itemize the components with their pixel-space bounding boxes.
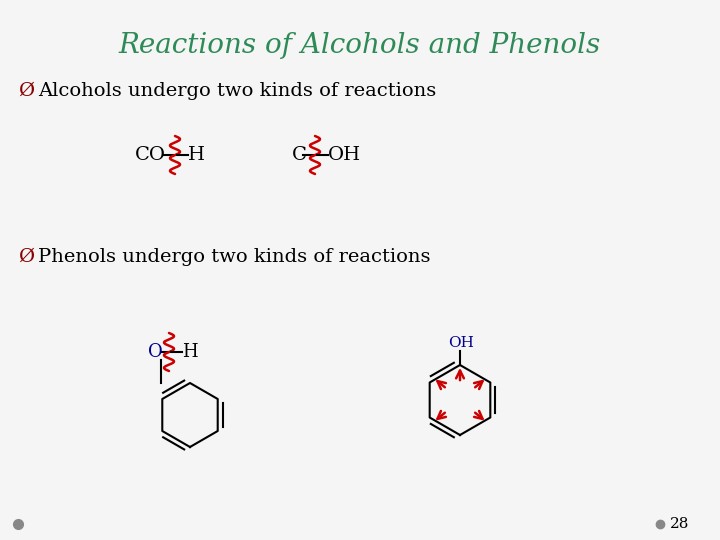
Text: 28: 28 — [670, 517, 689, 531]
Text: C: C — [292, 146, 307, 164]
Text: Ø: Ø — [18, 248, 34, 266]
Text: H: H — [182, 343, 197, 361]
Text: CO: CO — [135, 146, 166, 164]
FancyBboxPatch shape — [113, 323, 247, 472]
Text: H: H — [188, 146, 205, 164]
Text: Ø: Ø — [18, 82, 34, 100]
Text: Phenols undergo two kinds of reactions: Phenols undergo two kinds of reactions — [38, 248, 431, 266]
Text: OH: OH — [328, 146, 361, 164]
Text: Alcohols undergo two kinds of reactions: Alcohols undergo two kinds of reactions — [38, 82, 436, 100]
Text: OH: OH — [448, 336, 474, 350]
Text: O: O — [148, 343, 163, 361]
Text: Reactions of Alcohols and Phenols: Reactions of Alcohols and Phenols — [119, 32, 601, 59]
